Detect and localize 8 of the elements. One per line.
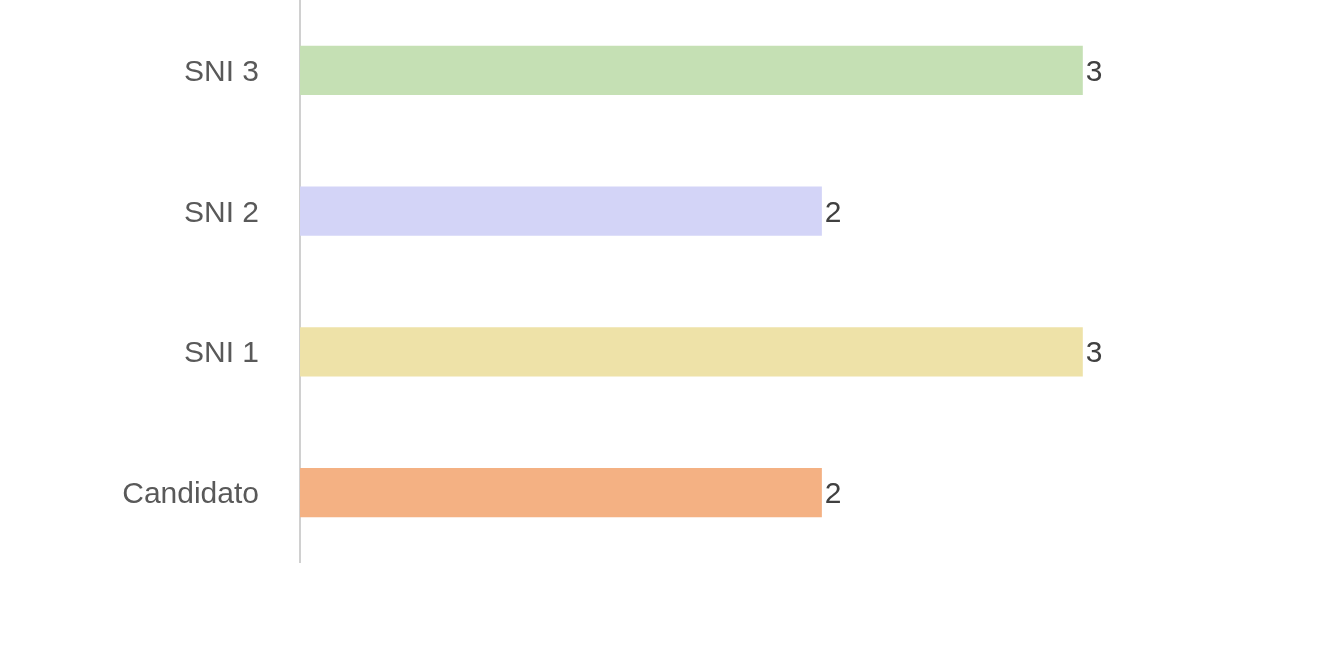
y-tick-label: SNI 3 (183, 53, 259, 87)
y-tick-label: SNI 2 (183, 194, 259, 228)
y-tick-label: Candidato (122, 476, 259, 510)
data-label: 2 (824, 194, 842, 228)
data-label: 3 (1085, 53, 1103, 87)
data-label: 3 (1085, 335, 1103, 369)
y-tick-label: SNI 1 (183, 335, 259, 369)
data-label: 2 (824, 476, 842, 510)
